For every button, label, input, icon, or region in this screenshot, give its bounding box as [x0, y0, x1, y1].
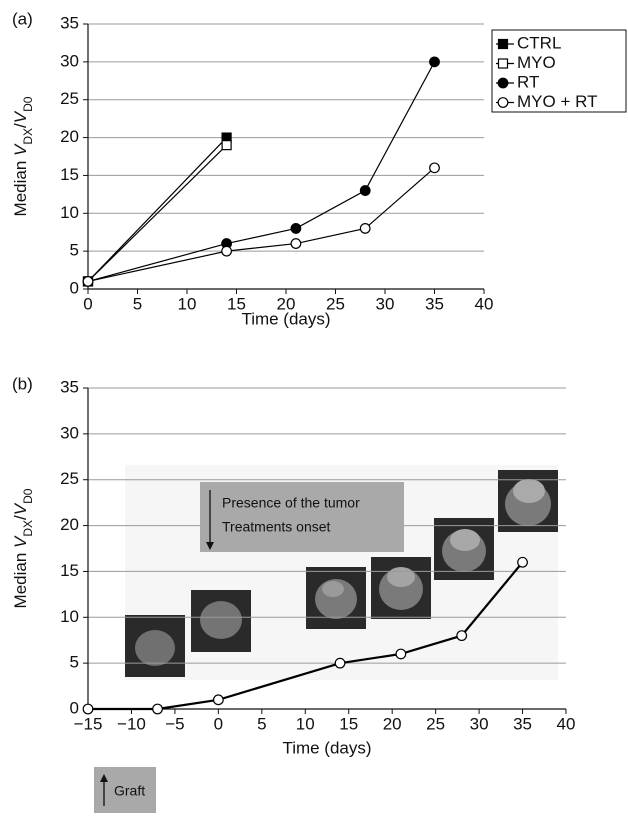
y-tick-label: 35	[60, 377, 79, 396]
y-axis-label: Median VDX/VD0	[11, 488, 35, 608]
y-axis-label-part: DX	[21, 128, 35, 145]
y-axis-label-part: V	[11, 143, 30, 156]
x-tick-label: 35	[425, 294, 444, 313]
y-axis-label-part: DX	[21, 520, 35, 537]
x-tick-label: 30	[470, 714, 489, 733]
y-tick-label: 30	[60, 423, 79, 442]
marker	[82, 276, 94, 287]
marker	[152, 703, 163, 715]
x-tick-label: 40	[557, 714, 576, 733]
x-tick-label: −15	[74, 714, 103, 733]
legend-label: MYO	[517, 53, 556, 72]
legend-marker	[497, 58, 509, 69]
y-axis-label-part: /	[11, 123, 30, 128]
x-tick-label: 30	[376, 294, 395, 313]
y-axis-label-part: V	[11, 535, 30, 548]
y-tick-label: 20	[60, 515, 79, 534]
x-tick-label: 10	[178, 294, 197, 313]
x-tick-label: 25	[426, 714, 445, 733]
y-tick-label: 35	[60, 13, 79, 32]
annotation-text: Graft	[114, 783, 145, 799]
y-tick-label: 0	[70, 278, 79, 297]
y-tick-label: 15	[60, 165, 79, 184]
x-tick-label: −5	[165, 714, 184, 733]
marker	[221, 245, 233, 257]
y-tick-label: 20	[60, 127, 79, 146]
marker	[334, 657, 346, 669]
series-line	[87, 144, 228, 282]
y-tick-label: 5	[70, 241, 79, 260]
legend-marker	[497, 38, 509, 50]
x-tick-label: 25	[326, 294, 345, 313]
series-line	[87, 61, 436, 283]
y-tick-label: 15	[60, 561, 79, 580]
x-tick-label: 5	[257, 714, 266, 733]
x-tick-label: 20	[277, 294, 296, 313]
y-axis-label-part: D0	[21, 96, 35, 112]
marker	[359, 185, 371, 196]
y-tick-label: 5	[70, 653, 79, 672]
annotation: Graft	[94, 767, 156, 813]
y-axis-label-part: /	[11, 515, 30, 520]
y-tick-label: 0	[70, 698, 79, 717]
legend-box	[491, 29, 627, 113]
x-tick-label: 10	[296, 714, 315, 733]
chart: (a) 0 5 10 15 20 25 30 35 0 5 10 15 20 25 30 35 40 Time (d…	[11, 9, 493, 328]
y-axis-label-part: V	[11, 110, 30, 123]
marker	[429, 56, 440, 68]
marker	[517, 556, 528, 568]
x-axis-label: Time (days)	[241, 309, 330, 328]
marker	[395, 648, 407, 660]
marker	[290, 238, 302, 249]
y-axis-label-part: V	[11, 502, 30, 515]
legend-marker	[497, 77, 509, 89]
x-tick-label: 15	[227, 294, 246, 313]
marker	[221, 140, 232, 151]
marker	[212, 694, 224, 706]
y-tick-label: 10	[60, 607, 79, 626]
y-axis-label-part: Median	[11, 156, 30, 216]
chart: (b) 0 5 10 15 20 25 30 35 −15 −10 −5 0 5 10 15 20 25 30 35 4…	[11, 374, 575, 757]
marker	[82, 703, 94, 715]
y-axis-label: Median VDX/VD0	[11, 96, 35, 216]
legend-label: CTRL	[517, 33, 561, 52]
x-tick-label: 20	[383, 714, 402, 733]
panel-label: (b)	[12, 374, 33, 393]
marker	[429, 162, 440, 174]
y-axis-label-part: Median	[11, 548, 30, 608]
legend-marker	[497, 97, 509, 108]
marker	[359, 223, 371, 234]
panel-label: (a)	[12, 9, 33, 28]
y-tick-label: 30	[60, 51, 79, 70]
series-line	[87, 167, 435, 283]
x-tick-label: 0	[83, 294, 92, 313]
x-tick-label: −10	[117, 714, 146, 733]
x-tick-label: 15	[339, 714, 358, 733]
x-tick-label: 35	[513, 714, 532, 733]
x-tick-label: 5	[133, 294, 142, 313]
series-line	[87, 137, 228, 282]
legend-label: RT	[517, 72, 539, 91]
y-tick-label: 25	[60, 89, 79, 108]
y-tick-label: 25	[60, 469, 79, 488]
y-tick-label: 10	[60, 203, 79, 222]
x-tick-label: 0	[214, 714, 223, 733]
mri-thumbnails	[125, 470, 558, 677]
marker	[290, 223, 302, 234]
annotation-box	[200, 482, 404, 552]
annotation: Presence of the tumor Treatments onset	[200, 482, 404, 552]
annotation-text: Presence of the tumor	[222, 495, 360, 511]
y-axis-label-part: D0	[21, 488, 35, 504]
marker	[456, 630, 468, 642]
x-axis-label: Time (days)	[282, 738, 371, 757]
legend-label: MYO + RT	[517, 92, 597, 111]
annotation-text: Treatments onset	[222, 519, 331, 535]
x-tick-label: 40	[475, 294, 494, 313]
